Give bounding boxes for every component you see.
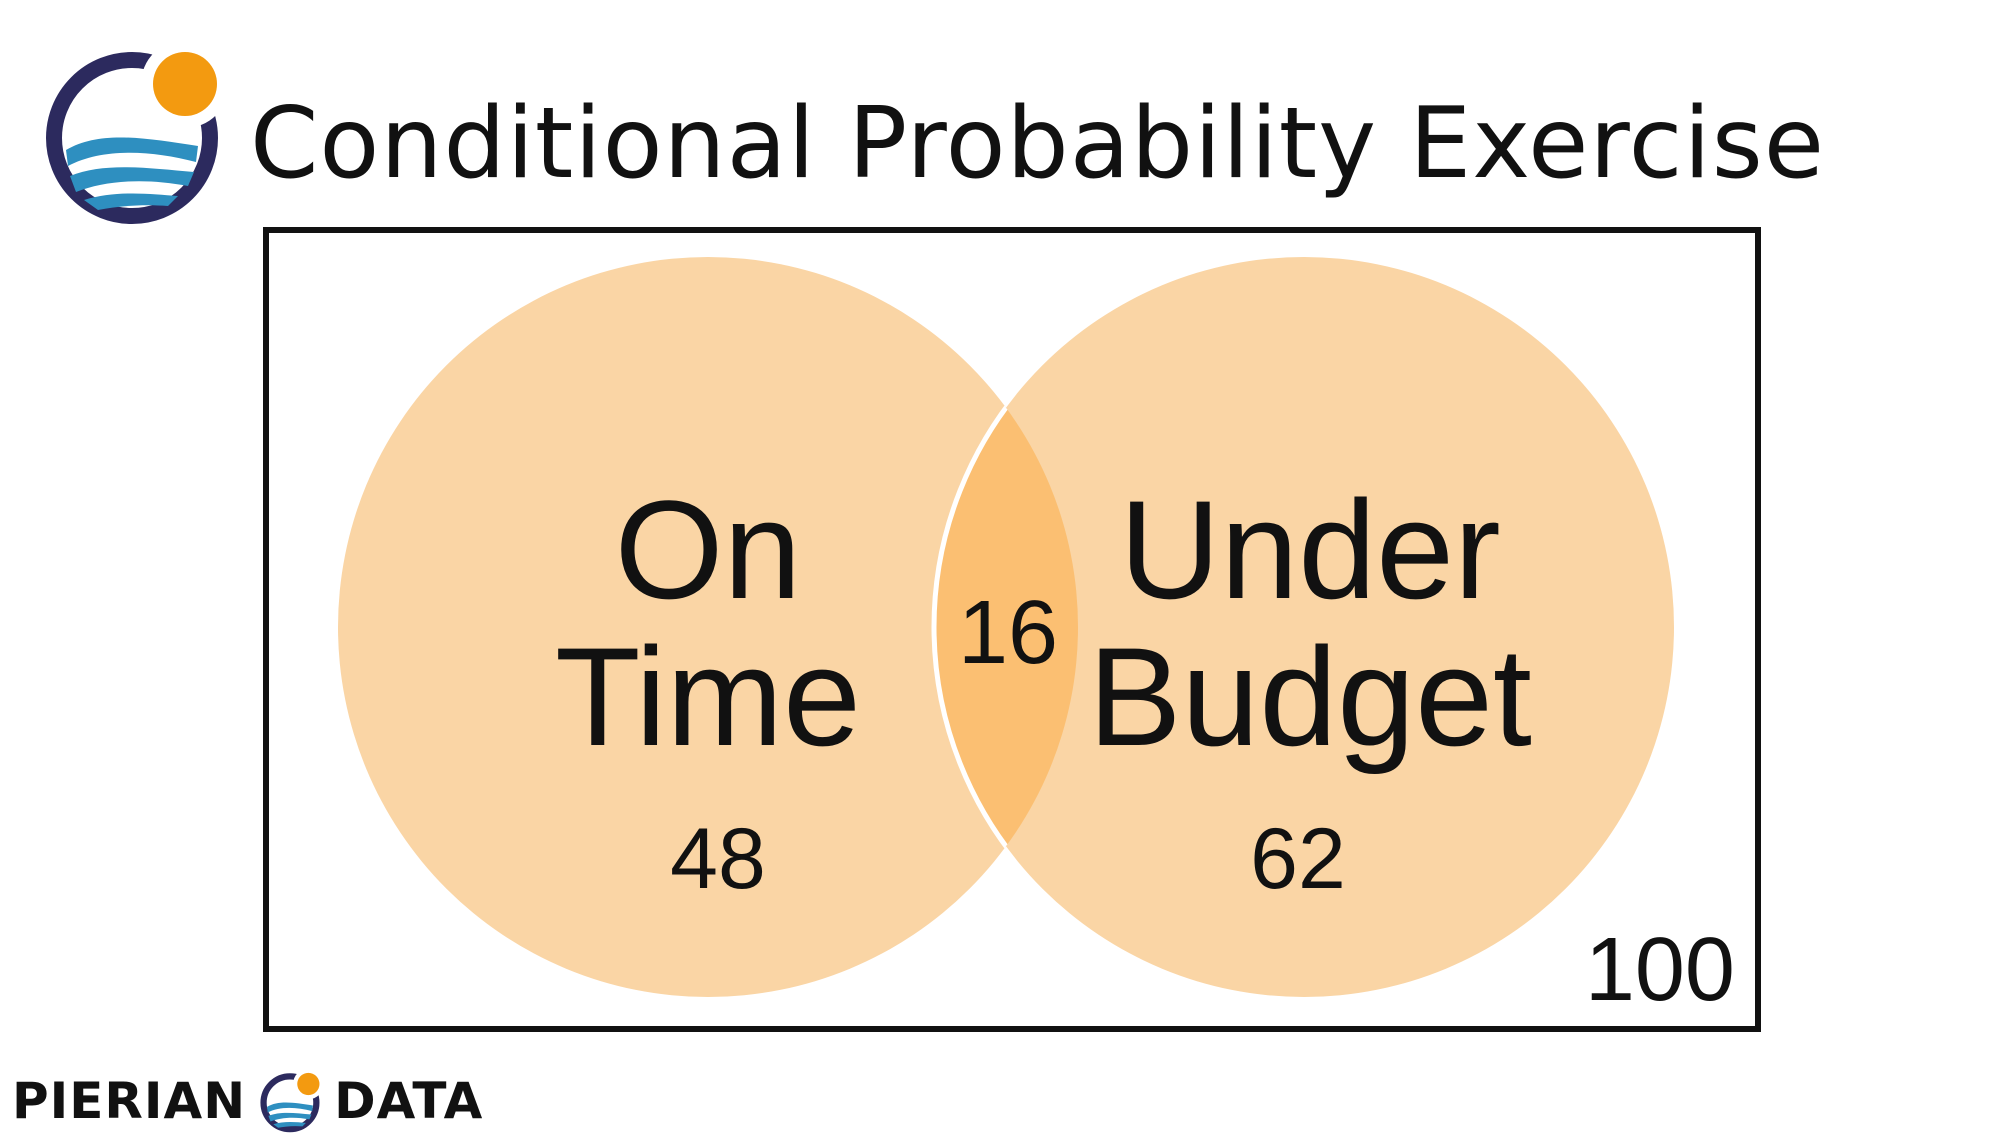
under-budget-label-line2: Budget [1088,618,1532,775]
page-title: Conditional Probability Exercise [250,87,1826,201]
on-time-label-line2: Time [555,618,861,775]
under-budget-label-line1: Under [1119,471,1500,628]
pierian-data-logo-icon [46,40,229,224]
under-budget-circle [934,257,1674,997]
on-time-count: 48 [670,811,766,907]
footer-brand: PIERIAN DATA [12,1066,483,1136]
universe-box [263,227,1761,1032]
brand-left-text: PIERIAN [12,1072,247,1130]
on-time-label-line1: On [615,471,802,628]
under-budget-count: 62 [1250,811,1346,907]
intersection-count: 16 [958,583,1058,683]
total-count: 100 [1585,920,1735,1020]
pierian-data-mini-logo-icon [260,1068,324,1133]
on-time-circle [338,257,1078,997]
brand-right-text: DATA [334,1072,484,1130]
